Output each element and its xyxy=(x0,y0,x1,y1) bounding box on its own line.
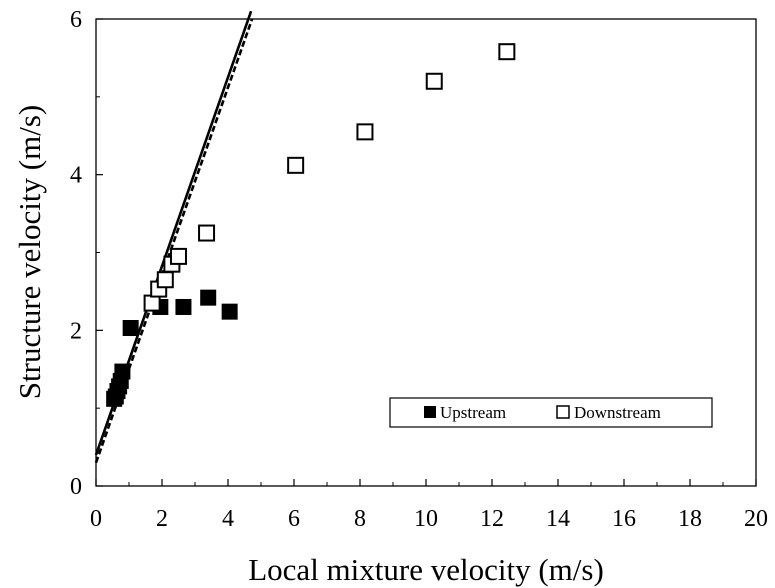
upstream-point xyxy=(122,319,139,336)
downstream-point xyxy=(143,294,161,312)
upstream-point xyxy=(175,298,192,315)
x-tick-label: 10 xyxy=(414,506,438,532)
y-tick-label: 2 xyxy=(70,318,82,344)
y-axis-title: Structure velocity (m/s) xyxy=(12,105,47,399)
x-tick-label: 8 xyxy=(354,506,366,532)
x-tick-label: 6 xyxy=(288,506,300,532)
x-tick-label: 16 xyxy=(612,506,636,532)
legend-downstream-marker xyxy=(556,405,570,419)
downstream-point xyxy=(356,123,374,141)
x-axis-ticks: 0 2 4 6 8 10 12 14 16 18 20 xyxy=(90,479,768,532)
legend-upstream-label: Upstream xyxy=(440,403,506,422)
upstream-point xyxy=(221,303,238,320)
y-tick-label: 4 xyxy=(70,163,82,189)
downstream-point xyxy=(425,72,443,90)
downstream-point xyxy=(198,224,216,242)
y-tick-label: 0 xyxy=(70,474,82,500)
upstream-point xyxy=(114,363,131,380)
x-tick-label: 4 xyxy=(222,506,234,532)
x-tick-label: 0 xyxy=(90,506,102,532)
x-axis-title: Local mixture velocity (m/s) xyxy=(248,552,604,587)
downstream-point xyxy=(498,43,516,61)
x-tick-label: 20 xyxy=(744,506,768,532)
x-tick-label: 18 xyxy=(678,506,702,532)
data-markers xyxy=(106,43,516,407)
upstream-point xyxy=(200,289,217,306)
x-tick-label: 2 xyxy=(156,506,168,532)
downstream-point xyxy=(287,156,305,174)
downstream-point xyxy=(170,247,187,265)
legend-upstream-marker xyxy=(424,406,436,418)
y-axis-ticks: 0 2 4 6 xyxy=(70,7,103,500)
downstream-point xyxy=(156,271,174,289)
legend-box xyxy=(389,397,713,428)
dashed-fit-line xyxy=(94,18,254,464)
x-tick-label: 12 xyxy=(480,506,504,532)
x-tick-label: 14 xyxy=(546,506,570,532)
legend-downstream-label: Downstream xyxy=(574,403,661,422)
y-tick-label: 6 xyxy=(70,7,82,33)
legend: Upstream Downstream xyxy=(389,397,713,428)
